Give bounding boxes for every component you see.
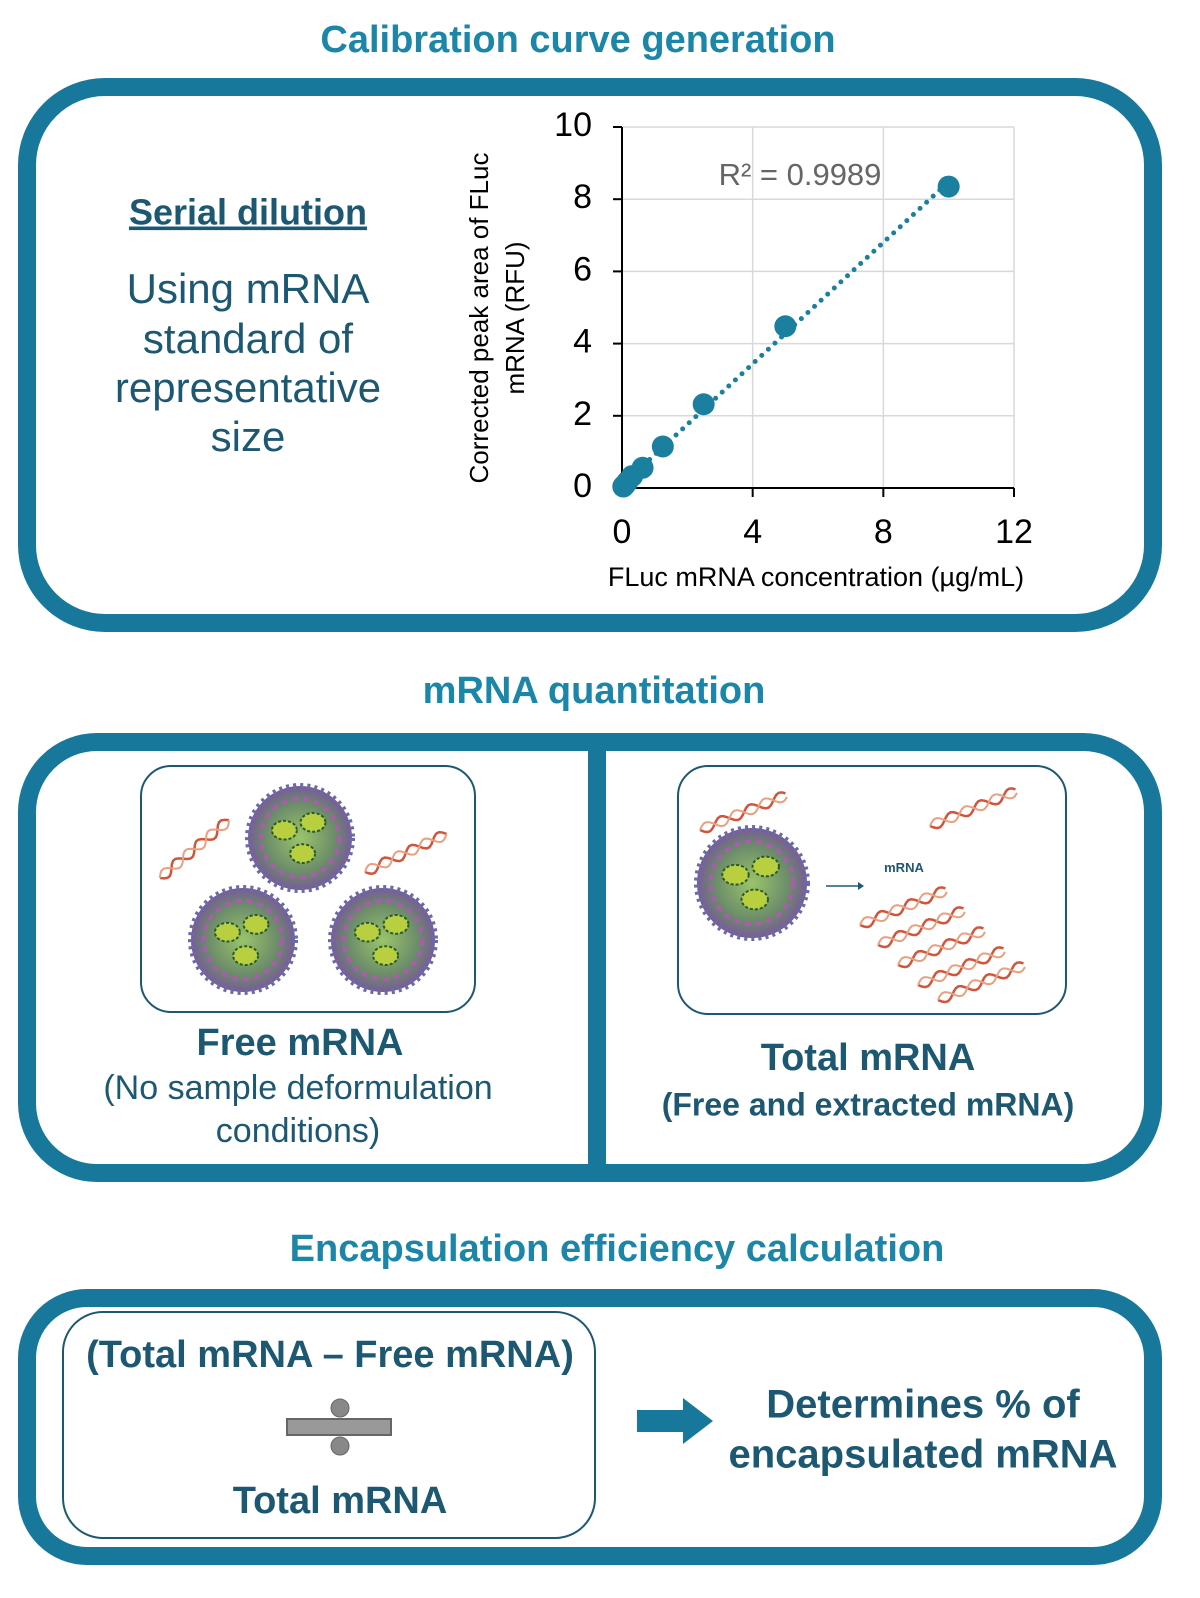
formula-box	[62, 1311, 596, 1539]
x-axis-label: FLuc mRNA concentration (µg/mL)	[608, 562, 1024, 592]
y-axis-label: mRNA (RFU)	[500, 241, 530, 394]
y-tick-label: 4	[573, 323, 592, 361]
panel-label: Free mRNA	[197, 1022, 404, 1064]
arrow	[637, 1398, 713, 1444]
point	[651, 435, 674, 458]
mrna	[364, 830, 448, 876]
lnp-cargo	[213, 921, 241, 943]
mrna-strand	[877, 911, 966, 946]
section-title: Calibration curve generation	[320, 19, 835, 61]
mrna	[859, 886, 948, 929]
mrna	[877, 906, 966, 949]
section-title: Encapsulation efficiency calculation	[290, 1228, 945, 1270]
lnp-core	[259, 797, 341, 879]
mrna-strand	[364, 833, 448, 873]
y-axis-label: Corrected peak area of FLuc	[464, 153, 494, 484]
lnp-cargo	[270, 819, 298, 841]
result-line: Determines % of	[766, 1383, 1080, 1427]
text-line: Using mRNA	[127, 265, 370, 312]
y-tick-label: 10	[554, 106, 592, 144]
mrna	[897, 926, 986, 969]
point	[692, 393, 715, 416]
lnp-core	[202, 899, 284, 981]
text-line: representative	[115, 364, 381, 411]
lnp-cargo	[232, 945, 260, 966]
trendline	[620, 179, 952, 487]
annotation: R² = 0.9989	[719, 157, 882, 192]
x-tick-label: 12	[995, 513, 1033, 551]
illustration	[159, 783, 1026, 1004]
mrna	[937, 961, 1026, 1004]
denominator: Total mRNA	[233, 1480, 448, 1522]
heading: Serial dilution	[129, 192, 367, 233]
mrna-strand	[937, 966, 1026, 1001]
x-tick-label: 4	[743, 513, 762, 551]
divider	[588, 742, 606, 1173]
divide-dot	[330, 1436, 350, 1456]
y-tick-label: 0	[573, 467, 592, 505]
mrna	[699, 791, 788, 834]
panel-note: conditions)	[216, 1112, 380, 1150]
panel	[18, 78, 1162, 632]
mrna	[159, 818, 230, 880]
mrna	[917, 946, 1006, 989]
illustration-box	[140, 765, 476, 1013]
lnp-cargo	[721, 863, 750, 886]
y-tick-label: 6	[573, 250, 592, 288]
x-tick-label: 0	[613, 513, 632, 551]
result-line: encapsulated mRNA	[729, 1433, 1118, 1477]
divide-bar	[286, 1418, 392, 1436]
text-line: size	[211, 413, 286, 460]
mrna-strand	[159, 820, 230, 879]
lnp-cargo	[289, 843, 317, 864]
lnp-core	[342, 899, 424, 981]
lnp	[188, 885, 298, 995]
lnp-cargo	[299, 812, 327, 833]
point	[774, 315, 797, 338]
lnp-core	[708, 839, 796, 927]
lnp-cargo	[740, 888, 769, 911]
lnp-cargo	[372, 945, 400, 966]
mrna-strand	[699, 796, 788, 831]
point	[937, 175, 960, 198]
panel-note: (Free and extracted mRNA)	[662, 1086, 1075, 1122]
x-tick-label: 8	[874, 513, 893, 551]
y-tick-label: 8	[573, 178, 592, 216]
mrna-strand	[859, 891, 948, 926]
mrna-strand	[897, 931, 986, 966]
section-title: mRNA quantitation	[423, 670, 766, 712]
lnp	[694, 825, 810, 941]
lnp-cargo	[242, 914, 270, 935]
point	[631, 456, 654, 479]
panel-note: (No sample deformulation	[103, 1069, 492, 1107]
illustration-box	[677, 765, 1067, 1015]
y-tick-label: 2	[573, 395, 592, 433]
divide-dot	[330, 1398, 350, 1418]
chart: 0 2 4 6 8 10 0 4 8 12 FLuc mRNA concentration (µg/…	[464, 106, 1033, 592]
numerator: (Total mRNA – Free mRNA)	[86, 1334, 574, 1376]
text-line: standard of	[143, 315, 353, 362]
mrna-strand	[929, 792, 1018, 827]
lnp-cargo	[751, 855, 780, 878]
panel	[18, 1289, 1162, 1565]
mrna	[929, 787, 1018, 830]
lnp-cargo	[382, 914, 410, 935]
lnp-cargo	[353, 921, 381, 943]
panel-label: Total mRNA	[761, 1037, 976, 1079]
arrow-head	[858, 882, 864, 890]
mrna-strand	[917, 951, 1006, 986]
illustration-label: mRNA	[884, 860, 924, 875]
lnp	[328, 885, 438, 995]
lnp	[245, 783, 355, 893]
